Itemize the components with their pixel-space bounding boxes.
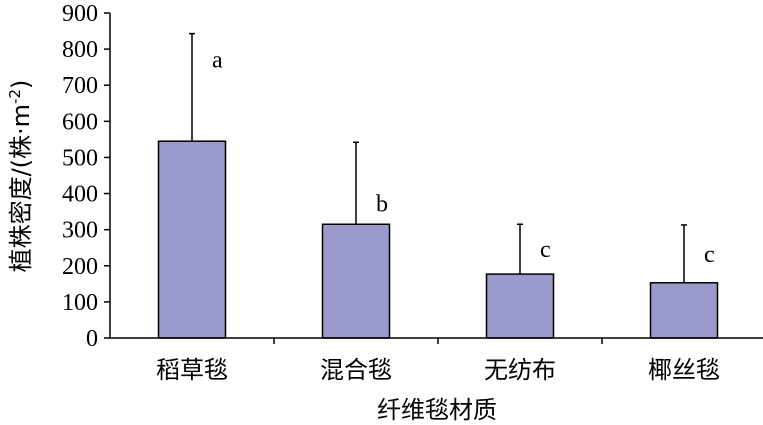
significance-label-4: c bbox=[704, 242, 715, 268]
y-tick-label-100: 100 bbox=[62, 290, 98, 316]
y-tick-label-900: 900 bbox=[62, 1, 98, 27]
bar-1 bbox=[157, 140, 227, 339]
y-axis-title-superscript: -2 bbox=[6, 89, 24, 104]
labels-layer: a 稻草毯 b 混合毯 c 无纺布 c 椰丝毯 0 100 200 300 400 500 600 700 80… bbox=[62, 1, 720, 384]
x-axis-title: 纤维毯材质 bbox=[377, 396, 497, 424]
y-axis-title: 植株密度/(株·m-2) bbox=[6, 80, 35, 273]
y-tick-label-800: 800 bbox=[62, 37, 98, 63]
category-label-2: 混合毯 bbox=[320, 356, 392, 384]
error-bars-layer bbox=[189, 32, 687, 283]
y-tick-label-400: 400 bbox=[62, 182, 98, 208]
y-axis-title-close: ) bbox=[7, 80, 35, 89]
y-axis-title-main: 植株密度/(株·m bbox=[7, 104, 35, 272]
y-tick-label-0: 0 bbox=[86, 326, 98, 352]
significance-label-2: b bbox=[376, 191, 388, 217]
significance-label-1: a bbox=[212, 47, 223, 73]
y-tick-label-200: 200 bbox=[62, 254, 98, 280]
y-tick-label-500: 500 bbox=[62, 145, 98, 171]
category-label-4: 椰丝毯 bbox=[648, 356, 720, 384]
bar-3 bbox=[485, 273, 555, 339]
bar-2 bbox=[321, 223, 391, 339]
significance-label-3: c bbox=[540, 237, 551, 263]
bars-layer bbox=[157, 140, 719, 339]
bar-4 bbox=[649, 282, 719, 339]
category-label-1: 稻草毯 bbox=[156, 356, 228, 384]
y-tick-label-300: 300 bbox=[62, 218, 98, 244]
y-tick-label-700: 700 bbox=[62, 73, 98, 99]
category-label-3: 无纺布 bbox=[484, 356, 556, 384]
y-tick-label-600: 600 bbox=[62, 109, 98, 135]
axes-layer bbox=[104, 12, 763, 344]
